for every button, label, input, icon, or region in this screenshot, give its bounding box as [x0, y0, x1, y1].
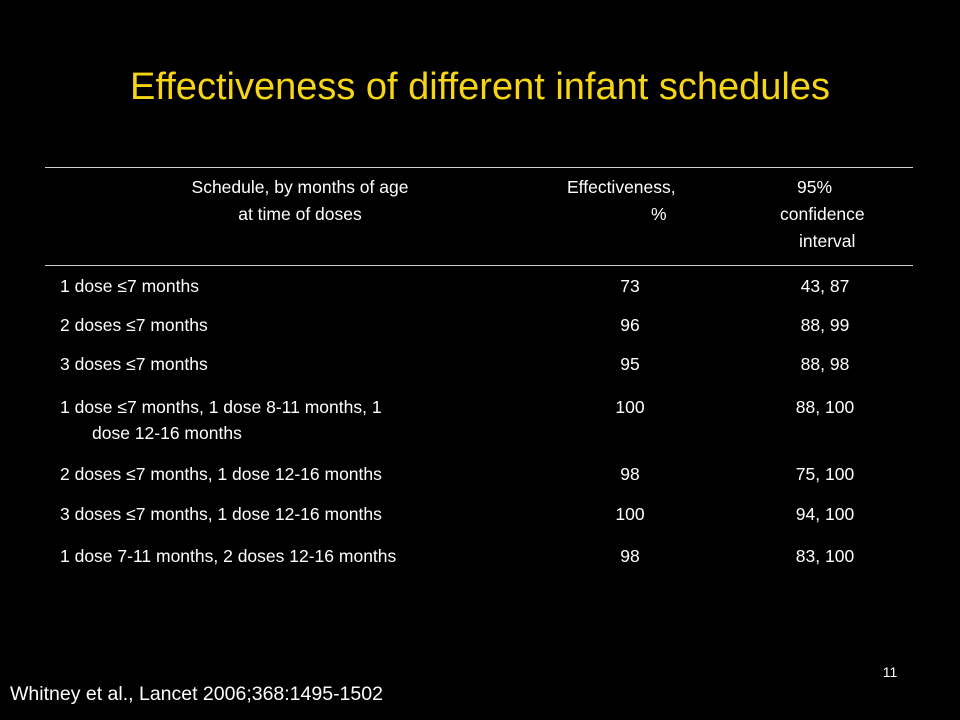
effectiveness-cell: 100: [615, 397, 645, 417]
effectiveness-cell: 98: [620, 464, 640, 484]
schedule-cell: 3 doses ≤7 months: [60, 351, 530, 377]
slide-title: Effectiveness of different infant schedu…: [130, 66, 830, 108]
ci-cell: 43, 87: [800, 276, 850, 296]
effectiveness-cell: 96: [620, 315, 640, 335]
schedule-text: 3 doses ≤7 months, 1 dose 12-16 months: [60, 504, 382, 524]
schedule-cell: 1 dose 7-11 months, 2 doses 12-16 months: [60, 543, 530, 569]
citation: Whitney et al., Lancet 2006;368:1495-150…: [10, 683, 383, 705]
table-top-rule: [45, 167, 913, 168]
schedule-cell: 2 doses ≤7 months: [60, 312, 530, 338]
schedule-text: 2 doses ≤7 months, 1 dose 12-16 months: [60, 464, 382, 484]
schedule-cell: 2 doses ≤7 months, 1 dose 12-16 months: [60, 461, 530, 487]
header-effectiveness: Effectiveness, %: [560, 174, 720, 228]
schedule-text: 1 dose 7-11 months, 2 doses 12-16 months: [60, 546, 397, 566]
schedule-text: 1 dose ≤7 months, 1 dose 8-11 months, 1: [60, 397, 382, 417]
schedule-text: 3 doses ≤7 months: [60, 354, 208, 374]
schedule-text: 2 doses ≤7 months: [60, 315, 208, 335]
header-ci-line-1: 95%: [797, 177, 833, 197]
effectiveness-cell: 73: [620, 276, 640, 296]
page-number: 11: [882, 664, 898, 680]
schedule-cell: 1 dose ≤7 months: [60, 273, 530, 299]
ci-cell: 88, 98: [800, 354, 850, 374]
effectiveness-cell: 98: [620, 546, 640, 566]
header-effectiveness-line-2: %: [651, 204, 667, 224]
ci-cell: 88, 99: [800, 315, 850, 335]
header-schedule-line-1: Schedule, by months of age: [191, 177, 409, 197]
effectiveness-cell: 95: [620, 354, 640, 374]
table-header-rule: [45, 265, 913, 266]
schedule-text-continued: dose 12-16 months: [92, 423, 242, 443]
header-ci-line-3: interval: [799, 231, 856, 251]
ci-cell: 75, 100: [795, 464, 855, 484]
ci-cell: 83, 100: [795, 546, 855, 566]
schedule-text: 1 dose ≤7 months: [60, 276, 199, 296]
ci-cell: 88, 100: [795, 397, 855, 417]
header-schedule-line-2: at time of doses: [238, 204, 362, 224]
header-ci-line-2: confidence: [780, 204, 865, 224]
header-schedule: Schedule, by months of age at time of do…: [150, 174, 450, 228]
effectiveness-cell: 100: [615, 504, 645, 524]
schedule-cell: 3 doses ≤7 months, 1 dose 12-16 months: [60, 501, 530, 527]
ci-cell: 94, 100: [795, 504, 855, 524]
header-effectiveness-line-1: Effectiveness,: [567, 177, 676, 197]
header-confidence-interval: 95% confidence interval: [775, 174, 915, 255]
schedule-cell: 1 dose ≤7 months, 1 dose 8-11 months, 1 …: [60, 394, 530, 446]
